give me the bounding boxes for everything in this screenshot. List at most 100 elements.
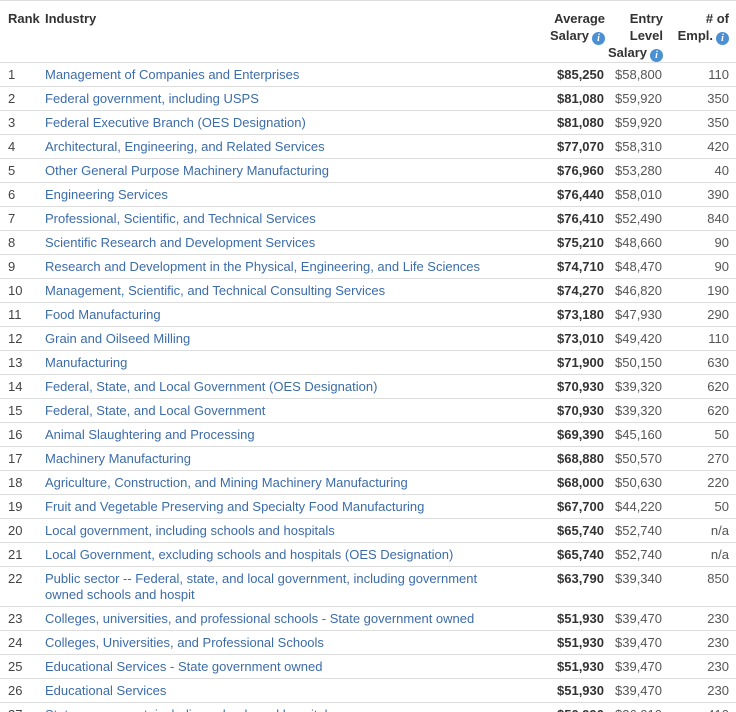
employees-cell: 420	[707, 139, 729, 154]
entry-level-salary-info-icon[interactable]: i	[650, 49, 663, 62]
industry-link[interactable]: Local government, including schools and …	[45, 523, 335, 538]
industry-link[interactable]: Architectural, Engineering, and Related …	[45, 139, 325, 154]
industry-link[interactable]: Federal, State, and Local Government (OE…	[45, 379, 378, 394]
header-line-entry: Entry	[629, 11, 663, 26]
industry-link[interactable]: Colleges, Universities, and Professional…	[45, 635, 324, 650]
industry-cell: Agriculture, Construction, and Mining Ma…	[37, 471, 520, 495]
industry-cell: Federal government, including USPS	[37, 87, 520, 111]
industry-cell: Local Government, excluding schools and …	[37, 543, 520, 567]
employees-cell: 110	[708, 331, 729, 346]
entry-level-salary-cell: $45,160	[615, 427, 662, 442]
average-salary-cell: $51,930	[557, 659, 604, 674]
entry-level-salary-cell: $58,010	[615, 187, 662, 202]
industry-link[interactable]: Scientific Research and Development Serv…	[45, 235, 316, 250]
industry-link[interactable]: Engineering Services	[45, 187, 168, 202]
industry-cell: Scientific Research and Development Serv…	[37, 231, 520, 255]
industry-link[interactable]: Other General Purpose Machinery Manufact…	[45, 163, 329, 178]
header-line-level: Level	[629, 28, 663, 43]
employees-cell: 220	[707, 475, 729, 490]
table-row: 15 Federal, State, and Local Government …	[0, 399, 736, 423]
industry-cell: Fruit and Vegetable Preserving and Speci…	[37, 495, 520, 519]
table-header-row: Rank Industry Average Salary i Entry Leve…	[0, 0, 736, 63]
employees-cell: 410	[663, 703, 736, 712]
entry-level-salary-cell: $47,930	[615, 307, 662, 322]
rank-cell: 13	[8, 355, 23, 370]
average-salary-cell: $70,930	[557, 403, 604, 418]
industry-link[interactable]: State government, including schools and …	[45, 707, 334, 712]
col-header-employees: # of Empl. i	[663, 0, 736, 63]
table-row: 11 Food Manufacturing $73,180 $47,930 29…	[0, 303, 736, 327]
industry-cell: Manufacturing	[37, 351, 520, 375]
industry-link[interactable]: Federal, State, and Local Government	[45, 403, 266, 418]
table-row: 27 State government, including schools a…	[0, 703, 736, 712]
average-salary-cell: $85,250	[557, 67, 604, 82]
entry-level-salary-cell: $52,490	[615, 211, 662, 226]
industry-link[interactable]: Food Manufacturing	[45, 307, 161, 322]
average-salary-cell: $74,710	[557, 259, 604, 274]
industry-link[interactable]: Fruit and Vegetable Preserving and Speci…	[45, 499, 425, 514]
table-row: 19 Fruit and Vegetable Preserving and Sp…	[0, 495, 736, 519]
employees-cell: 390	[707, 187, 729, 202]
industry-link[interactable]: Colleges, universities, and professional…	[45, 611, 475, 626]
industry-link[interactable]: Local Government, excluding schools and …	[45, 547, 454, 562]
average-salary-cell: $71,900	[557, 355, 604, 370]
industry-link[interactable]: Professional, Scientific, and Technical …	[45, 211, 316, 226]
industry-cell: Professional, Scientific, and Technical …	[37, 207, 520, 231]
table-row: 10 Management, Scientific, and Technical…	[0, 279, 736, 303]
employees-cell: n/a	[710, 547, 729, 562]
header-line-salary: Salary	[549, 28, 589, 43]
industry-link[interactable]: Grain and Oilseed Milling	[45, 331, 191, 346]
industry-link[interactable]: Management, Scientific, and Technical Co…	[45, 283, 386, 298]
industry-link[interactable]: Animal Slaughtering and Processing	[45, 427, 255, 442]
col-header-average-salary: Average Salary i	[520, 0, 605, 63]
industry-link[interactable]: Educational Services - State government …	[45, 659, 323, 674]
industry-cell: Management, Scientific, and Technical Co…	[37, 279, 520, 303]
industry-cell: Federal Executive Branch (OES Designatio…	[37, 111, 520, 135]
table-row: 24 Colleges, Universities, and Professio…	[0, 631, 736, 655]
col-header-entry-level-salary: Entry Level Salary i	[605, 0, 663, 63]
table-row: 7 Professional, Scientific, and Technica…	[0, 207, 736, 231]
employees-cell: 620	[707, 403, 729, 418]
rank-cell: 17	[8, 451, 23, 466]
table-row: 8 Scientific Research and Development Se…	[0, 231, 736, 255]
employees-info-icon[interactable]: i	[716, 32, 729, 45]
col-header-rank: Rank	[0, 0, 40, 63]
table-row: 14 Federal, State, and Local Government …	[0, 375, 736, 399]
entry-level-salary-cell: $52,740	[615, 547, 662, 562]
entry-level-salary-cell: $46,820	[615, 283, 662, 298]
table-row: 17 Machinery Manufacturing $68,880 $50,5…	[0, 447, 736, 471]
average-salary-cell: $67,700	[557, 499, 604, 514]
industry-cell: Research and Development in the Physical…	[37, 255, 520, 279]
average-salary-cell: $50,990	[520, 703, 605, 712]
rank-cell: 15	[8, 403, 23, 418]
employees-cell: n/a	[710, 523, 729, 538]
industry-link[interactable]: Public sector -- Federal, state, and loc…	[45, 571, 478, 602]
industry-link[interactable]: Educational Services	[45, 683, 167, 698]
industry-link[interactable]: Management of Companies and Enterprises	[45, 67, 300, 82]
industry-cell: Machinery Manufacturing	[37, 447, 520, 471]
employees-cell: 90	[714, 259, 729, 274]
header-line-num-of: # of	[705, 11, 729, 26]
average-salary-cell: $81,080	[557, 91, 604, 106]
industry-link[interactable]: Federal Executive Branch (OES Designatio…	[45, 115, 306, 130]
industry-table-body: 1 Management of Companies and Enterprise…	[0, 63, 736, 712]
industry-link[interactable]: Machinery Manufacturing	[45, 451, 191, 466]
average-salary-info-icon[interactable]: i	[592, 32, 605, 45]
industry-link[interactable]: Manufacturing	[45, 355, 128, 370]
industry-link[interactable]: Research and Development in the Physical…	[45, 259, 481, 274]
entry-level-salary-cell: $52,740	[615, 523, 662, 538]
table-row: 12 Grain and Oilseed Milling $73,010 $49…	[0, 327, 736, 351]
header-line-average: Average	[554, 11, 605, 26]
employees-cell: 40	[714, 163, 729, 178]
entry-level-salary-cell: $58,310	[615, 139, 662, 154]
rank-cell: 12	[8, 331, 23, 346]
industry-link[interactable]: Federal government, including USPS	[45, 91, 259, 106]
industry-link[interactable]: Agriculture, Construction, and Mining Ma…	[45, 475, 408, 490]
average-salary-cell: $51,930	[557, 683, 604, 698]
table-row: 18 Agriculture, Construction, and Mining…	[0, 471, 736, 495]
employees-cell: 840	[707, 211, 729, 226]
rank-cell: 8	[8, 235, 16, 250]
entry-level-salary-cell: $48,660	[615, 235, 662, 250]
rank-cell: 7	[8, 211, 16, 226]
industry-cell: Other General Purpose Machinery Manufact…	[37, 159, 520, 183]
